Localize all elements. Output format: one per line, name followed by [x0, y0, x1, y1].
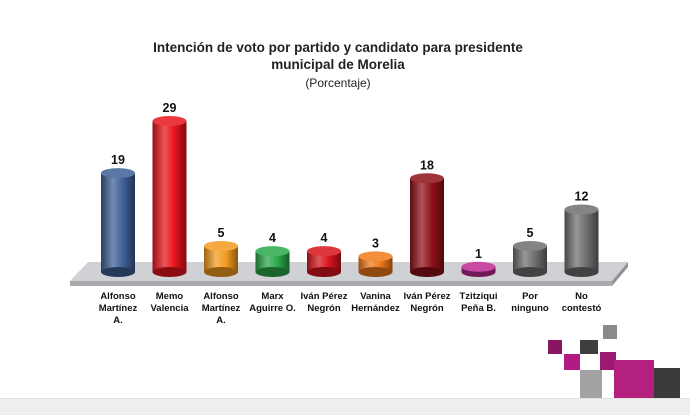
category-label: Tzitziqui Peña B.	[460, 291, 498, 314]
category-label: Memo Valencia	[150, 291, 189, 314]
category-label: Vanina Hernández	[351, 291, 400, 314]
bar-cap	[564, 204, 599, 215]
bar-cap	[513, 240, 547, 251]
category-label: Alfonso Martínez A.	[202, 291, 241, 326]
footer-band	[0, 398, 690, 415]
bar-6	[358, 251, 393, 277]
bar-body	[410, 178, 444, 272]
bar-base	[255, 267, 290, 277]
bar-cap	[307, 246, 341, 257]
bar-cap	[358, 251, 393, 262]
category-label: Iván Pérez Negrón	[301, 291, 348, 314]
decor-square-magenta-2	[564, 354, 580, 370]
bar-base	[204, 267, 238, 277]
bar-3	[204, 240, 238, 277]
category-labels-group: Alfonso Martínez A. Memo Valencia Alfonso Mart…	[99, 291, 602, 326]
bar-cap	[461, 261, 496, 272]
decor-square-magenta-1	[548, 340, 562, 354]
value-label: 29	[163, 101, 177, 115]
bar-base	[307, 267, 341, 277]
value-label: 3	[372, 236, 379, 250]
value-label: 18	[420, 158, 434, 172]
value-label: 19	[111, 153, 125, 167]
bar-cap	[204, 240, 238, 251]
bar-base	[358, 267, 393, 277]
bar-2	[152, 116, 187, 277]
chart-title-line-1: Intención de voto por partido y candidat…	[153, 40, 523, 55]
bar-5	[307, 246, 341, 277]
value-label: 1	[475, 247, 482, 261]
bar-7	[410, 173, 444, 277]
value-label: 5	[527, 226, 534, 240]
bar-cap	[255, 246, 290, 257]
category-label: Marx Aguirre O.	[249, 291, 295, 314]
decor-square-magenta-3	[600, 352, 616, 370]
decor-square-gray-1	[603, 325, 617, 339]
decor-square-dark-2	[654, 368, 680, 398]
bar-1	[101, 168, 135, 277]
bar-9	[513, 240, 547, 277]
bar-base	[410, 267, 444, 277]
value-label: 5	[218, 226, 225, 240]
category-label: Alfonso Martínez A.	[99, 291, 138, 326]
category-label: No contestó	[562, 291, 602, 314]
chart-subtitle: (Porcentaje)	[305, 76, 370, 90]
value-label: 12	[575, 190, 589, 204]
bar-base	[564, 267, 599, 277]
bar-cap	[152, 116, 187, 126]
value-label: 4	[321, 231, 328, 245]
bar-cap	[410, 173, 444, 184]
bar-base	[101, 267, 135, 277]
bar-cap	[101, 168, 135, 179]
chart-title-line-2: municipal de Morelia	[271, 57, 405, 72]
bar-base	[513, 267, 547, 277]
category-label: Iván Pérez Negrón	[404, 291, 451, 314]
bar-10	[564, 204, 599, 277]
floor-front	[70, 281, 612, 286]
decor-square-magenta-4	[614, 360, 654, 398]
bar-body	[307, 251, 341, 272]
bar-body	[152, 121, 187, 272]
value-label: 4	[269, 231, 276, 245]
bar-4	[255, 246, 290, 277]
category-label: Por ninguno	[511, 291, 549, 314]
floor-side	[612, 262, 628, 286]
bar-body	[101, 173, 135, 272]
decor-square-gray-2	[580, 370, 602, 398]
bar-body	[564, 209, 599, 272]
decor-square-dark-1	[580, 340, 598, 354]
bar-base	[152, 267, 187, 277]
bar-body	[255, 251, 290, 272]
bars-group	[101, 116, 599, 277]
bar-8	[461, 261, 496, 277]
